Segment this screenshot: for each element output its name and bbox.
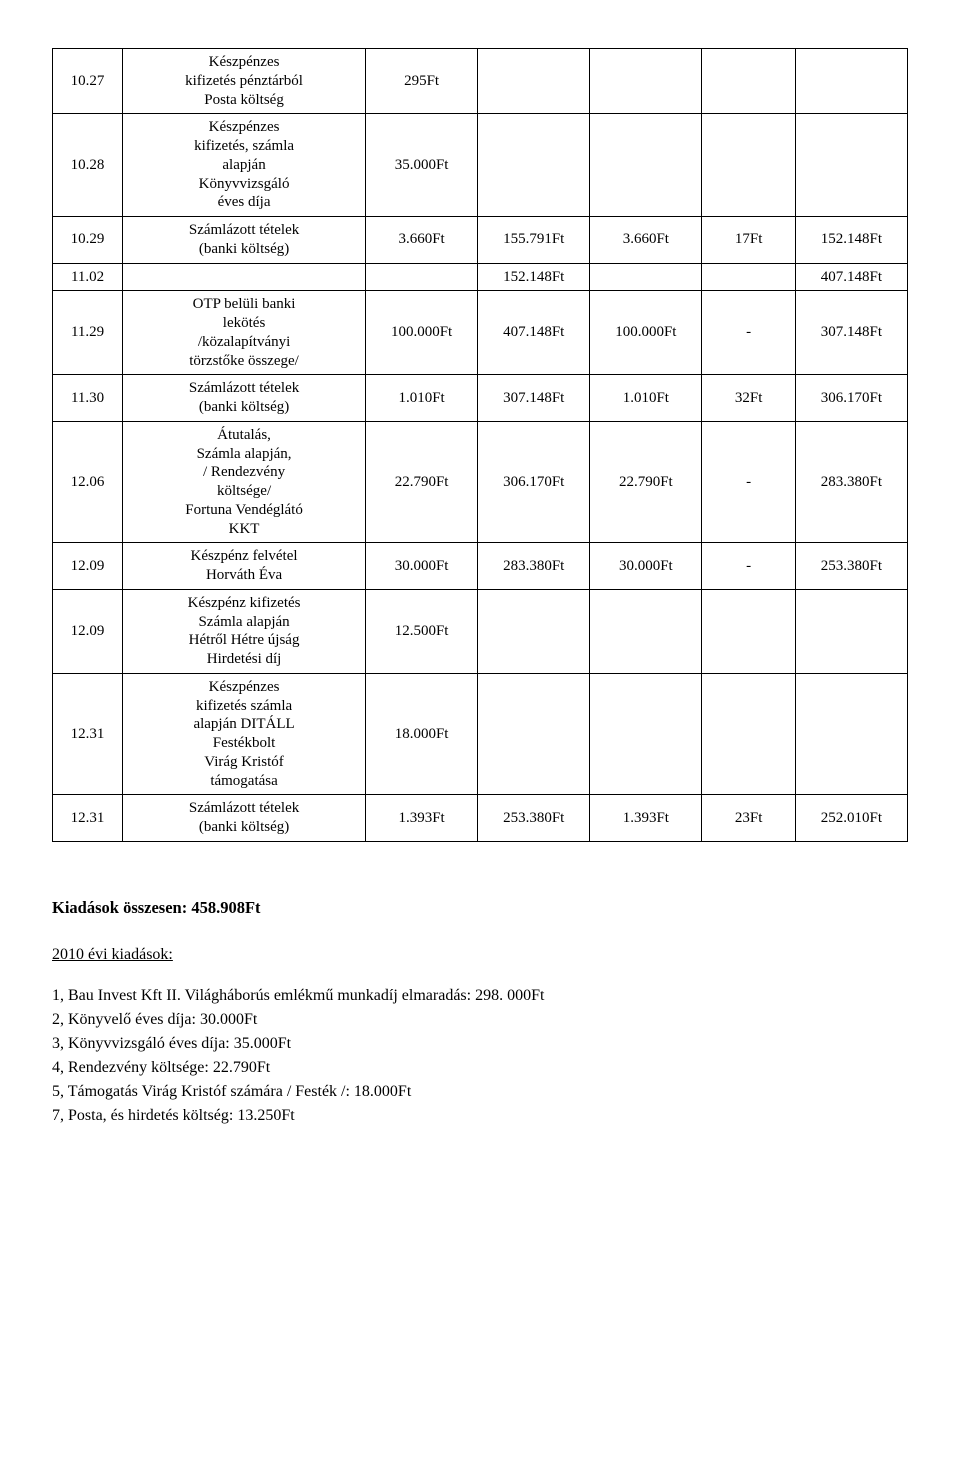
table-cell: 10.28 bbox=[53, 114, 123, 217]
table-cell bbox=[590, 589, 702, 673]
table-cell: 407.148Ft bbox=[478, 291, 590, 375]
table-cell: Készpénz kifizetésSzámla alapjánHétről H… bbox=[123, 589, 366, 673]
list-item: 7, Posta, és hirdetés költség: 13.250Ft bbox=[52, 1104, 908, 1128]
table-cell: 1.393Ft bbox=[590, 795, 702, 842]
table-cell: 30.000Ft bbox=[366, 543, 478, 590]
list-item: 2, Könyvelő éves díja: 30.000Ft bbox=[52, 1008, 908, 1032]
table-cell: - bbox=[702, 421, 795, 543]
table-cell: 307.148Ft bbox=[478, 375, 590, 422]
table-row: 11.29OTP belüli bankilekötés/közalapítvá… bbox=[53, 291, 908, 375]
table-cell: 1.393Ft bbox=[366, 795, 478, 842]
list-item: 3, Könyvvizsgáló éves díja: 35.000Ft bbox=[52, 1032, 908, 1056]
table-cell: 32Ft bbox=[702, 375, 795, 422]
table-cell: 152.148Ft bbox=[795, 217, 907, 264]
table-cell: - bbox=[702, 543, 795, 590]
table-cell: 100.000Ft bbox=[366, 291, 478, 375]
table-cell: Számlázott tételek(banki költség) bbox=[123, 795, 366, 842]
table-cell: 283.380Ft bbox=[795, 421, 907, 543]
table-row: 12.31Számlázott tételek(banki költség)1.… bbox=[53, 795, 908, 842]
ledger-table: 10.27Készpénzeskifizetés pénztárbólPosta… bbox=[52, 48, 908, 842]
list-item: 1, Bau Invest Kft II. Világháborús emlék… bbox=[52, 984, 908, 1008]
table-cell: 307.148Ft bbox=[795, 291, 907, 375]
table-cell: 23Ft bbox=[702, 795, 795, 842]
table-cell: 11.30 bbox=[53, 375, 123, 422]
table-cell bbox=[795, 114, 907, 217]
table-row: 12.09Készpénz kifizetésSzámla alapjánHét… bbox=[53, 589, 908, 673]
table-row: 11.30Számlázott tételek(banki költség)1.… bbox=[53, 375, 908, 422]
table-cell: 295Ft bbox=[366, 49, 478, 114]
table-cell: 100.000Ft bbox=[590, 291, 702, 375]
table-cell: 152.148Ft bbox=[478, 263, 590, 291]
table-cell: 1.010Ft bbox=[590, 375, 702, 422]
table-row: 12.09Készpénz felvételHorváth Éva30.000F… bbox=[53, 543, 908, 590]
table-cell: 30.000Ft bbox=[590, 543, 702, 590]
expense-list: 1, Bau Invest Kft II. Világháborús emlék… bbox=[52, 984, 908, 1128]
table-cell: 407.148Ft bbox=[795, 263, 907, 291]
table-cell bbox=[795, 589, 907, 673]
table-row: 12.06Átutalás,Számla alapján,/ Rendezvén… bbox=[53, 421, 908, 543]
table-row: 10.28Készpénzeskifizetés, számlaalapjánK… bbox=[53, 114, 908, 217]
year-heading: 2010 évi kiadások: bbox=[52, 946, 908, 964]
table-cell bbox=[702, 673, 795, 795]
table-row: 12.31Készpénzeskifizetés számlaalapján D… bbox=[53, 673, 908, 795]
table-cell bbox=[123, 263, 366, 291]
table-cell: 35.000Ft bbox=[366, 114, 478, 217]
table-cell bbox=[702, 114, 795, 217]
table-cell bbox=[590, 263, 702, 291]
table-cell: 283.380Ft bbox=[478, 543, 590, 590]
table-cell: 3.660Ft bbox=[590, 217, 702, 264]
table-cell: 12.500Ft bbox=[366, 589, 478, 673]
table-row: 10.27Készpénzeskifizetés pénztárbólPosta… bbox=[53, 49, 908, 114]
table-cell bbox=[478, 114, 590, 217]
table-cell bbox=[590, 49, 702, 114]
table-cell bbox=[366, 263, 478, 291]
table-row: 10.29Számlázott tételek(banki költség)3.… bbox=[53, 217, 908, 264]
table-cell: 306.170Ft bbox=[478, 421, 590, 543]
table-cell bbox=[590, 114, 702, 217]
table-cell bbox=[478, 589, 590, 673]
table-cell bbox=[702, 589, 795, 673]
table-cell: 22.790Ft bbox=[366, 421, 478, 543]
table-cell: 12.06 bbox=[53, 421, 123, 543]
totals-heading: Kiadások összesen: 458.908Ft bbox=[52, 898, 908, 918]
table-cell bbox=[702, 49, 795, 114]
table-cell: 3.660Ft bbox=[366, 217, 478, 264]
table-cell: 11.02 bbox=[53, 263, 123, 291]
table-cell: 306.170Ft bbox=[795, 375, 907, 422]
table-cell: 12.31 bbox=[53, 673, 123, 795]
table-cell: Számlázott tételek(banki költség) bbox=[123, 217, 366, 264]
table-cell: 252.010Ft bbox=[795, 795, 907, 842]
table-cell: 12.09 bbox=[53, 589, 123, 673]
table-cell: 11.29 bbox=[53, 291, 123, 375]
list-item: 4, Rendezvény költsége: 22.790Ft bbox=[52, 1056, 908, 1080]
table-cell: 12.09 bbox=[53, 543, 123, 590]
table-cell: 253.380Ft bbox=[478, 795, 590, 842]
table-cell: 1.010Ft bbox=[366, 375, 478, 422]
table-cell bbox=[795, 673, 907, 795]
table-cell: - bbox=[702, 291, 795, 375]
list-item: 5, Támogatás Virág Kristóf számára / Fes… bbox=[52, 1080, 908, 1104]
table-cell: Készpénz felvételHorváth Éva bbox=[123, 543, 366, 590]
table-cell: 155.791Ft bbox=[478, 217, 590, 264]
table-cell bbox=[590, 673, 702, 795]
table-cell: 17Ft bbox=[702, 217, 795, 264]
table-cell: 10.29 bbox=[53, 217, 123, 264]
table-cell: 22.790Ft bbox=[590, 421, 702, 543]
table-cell bbox=[478, 49, 590, 114]
table-cell bbox=[795, 49, 907, 114]
table-cell: 253.380Ft bbox=[795, 543, 907, 590]
table-cell: Átutalás,Számla alapján,/ Rendezvénykölt… bbox=[123, 421, 366, 543]
table-cell: OTP belüli bankilekötés/közalapítványitö… bbox=[123, 291, 366, 375]
table-cell bbox=[702, 263, 795, 291]
table-cell: Készpénzeskifizetés, számlaalapjánKönyvv… bbox=[123, 114, 366, 217]
table-cell: Készpénzeskifizetés számlaalapján DITÁLL… bbox=[123, 673, 366, 795]
table-cell bbox=[478, 673, 590, 795]
table-cell: 18.000Ft bbox=[366, 673, 478, 795]
table-row: 11.02 152.148Ft 407.148Ft bbox=[53, 263, 908, 291]
table-cell: Számlázott tételek(banki költség) bbox=[123, 375, 366, 422]
table-cell: Készpénzeskifizetés pénztárbólPosta költ… bbox=[123, 49, 366, 114]
table-cell: 12.31 bbox=[53, 795, 123, 842]
table-cell: 10.27 bbox=[53, 49, 123, 114]
